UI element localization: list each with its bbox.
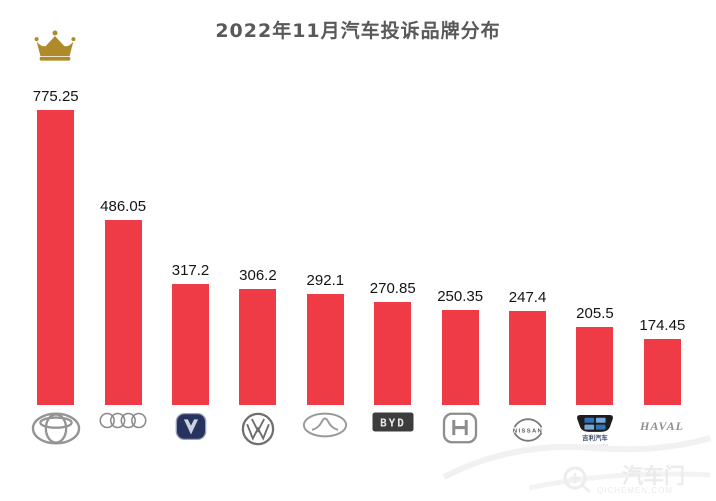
toyota-logo	[22, 405, 89, 453]
changan-logo	[157, 405, 224, 453]
bar-column-changan: 317.2	[157, 75, 224, 453]
bar-column-haval: 174.45 HAVAL	[629, 75, 696, 453]
crown-icon	[32, 29, 78, 67]
bar-column-volkswagen: 306.2	[224, 75, 291, 453]
bar-value-label: 247.4	[508, 288, 547, 306]
nissan-logo-text: NISSAN	[512, 429, 542, 435]
bar-value-label: 317.2	[171, 262, 210, 280]
bar-audi	[104, 220, 142, 405]
byd-logo-text: BYD	[380, 417, 406, 430]
bar-nissan	[509, 310, 547, 405]
bar-value-label: 250.35	[437, 287, 484, 305]
bar-toyota	[37, 110, 75, 405]
bar-value-label: 205.5	[576, 304, 614, 322]
bar-byd	[374, 301, 412, 405]
bar-volkswagen	[239, 288, 277, 405]
bar-value-label: 306.2	[239, 266, 277, 284]
byd-logo: BYD	[359, 405, 426, 453]
chery-logo	[292, 405, 359, 453]
bar-column-honda: 250.35	[426, 75, 493, 453]
bar-column-byd: 270.85 BYD	[359, 75, 426, 453]
audi-logo	[89, 405, 156, 453]
bar-chery	[306, 293, 344, 405]
watermark-site-domain: QICHEMEN.COM	[597, 486, 673, 495]
bar-honda	[441, 309, 479, 405]
bar-column-toyota: 775.25	[22, 75, 89, 453]
volkswagen-logo	[224, 405, 291, 453]
bar-value-label: 270.85	[369, 279, 416, 297]
bar-column-geely: 205.5 吉利汽车 GEELY AUTO	[561, 75, 628, 453]
bar-geely	[576, 326, 614, 405]
bar-chart: 775.25 486.05	[22, 75, 696, 453]
chart-title: 2022年11月汽车投诉品牌分布	[215, 20, 501, 42]
haval-logo-text: HAVAL	[639, 419, 684, 433]
haval-logo: HAVAL	[629, 405, 696, 453]
qichemen-watermark: 汽车门 QICHEMEN.COM	[434, 433, 714, 499]
bar-value-label: 292.1	[306, 271, 345, 289]
bar-value-label: 486.05	[100, 198, 147, 215]
bar-value-label: 775.25	[32, 88, 79, 105]
bar-column-chery: 292.1	[292, 75, 359, 453]
bar-changan	[172, 284, 210, 405]
bar-value-label: 174.45	[639, 316, 686, 334]
bar-haval	[643, 338, 681, 405]
magnifier-icon	[563, 466, 587, 490]
watermark-site-name: 汽车门	[622, 464, 685, 488]
geely-logo-cn-text: 吉利汽车	[582, 433, 608, 442]
bar-column-audi: 486.05	[89, 75, 156, 453]
bar-column-nissan: 247.4 NISSAN	[494, 75, 561, 453]
nissan-logo: NISSAN	[494, 405, 561, 453]
honda-logo	[426, 405, 493, 453]
